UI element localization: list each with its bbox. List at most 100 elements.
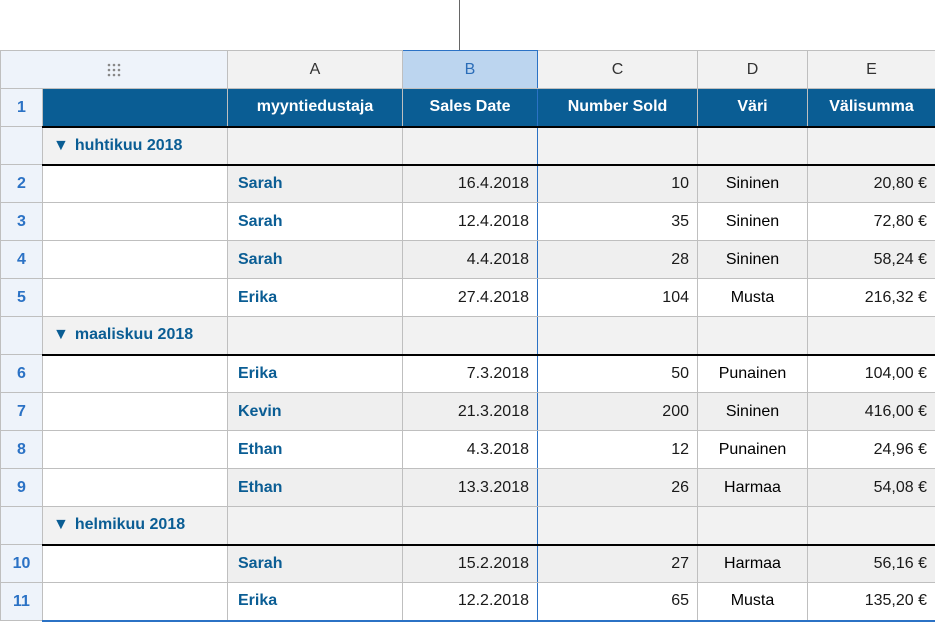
row-header[interactable]: 5 [1, 279, 43, 317]
cell-rep[interactable]: Erika [228, 583, 403, 621]
cell-date[interactable]: 27.4.2018 [403, 279, 538, 317]
cell-color[interactable]: Sininen [698, 203, 808, 241]
disclosure-triangle-icon[interactable]: ▼ [53, 516, 69, 534]
row-header[interactable]: 6 [1, 355, 43, 393]
row-label-blank [43, 431, 228, 469]
cell-sold[interactable]: 104 [538, 279, 698, 317]
row-header-blank[interactable] [1, 127, 43, 165]
group-cell [808, 317, 935, 355]
cell-sold[interactable]: 200 [538, 393, 698, 431]
cell-color[interactable]: Musta [698, 279, 808, 317]
cell-sold[interactable]: 65 [538, 583, 698, 621]
cell-subtotal[interactable]: 24,96 € [808, 431, 935, 469]
group-label[interactable]: ▼maaliskuu 2018 [43, 317, 228, 355]
cell-sold[interactable]: 50 [538, 355, 698, 393]
cell-sold[interactable]: 27 [538, 545, 698, 583]
cell-subtotal[interactable]: 20,80 € [808, 165, 935, 203]
cell-rep[interactable]: Kevin [228, 393, 403, 431]
group-row[interactable]: ▼maaliskuu 2018 [1, 317, 935, 355]
row-header[interactable]: 10 [1, 545, 43, 583]
col-header-B[interactable]: B [403, 51, 538, 89]
group-label[interactable]: ▼huhtikuu 2018 [43, 127, 228, 165]
table-row[interactable]: 5 Erika27.4.2018104Musta216,32 € [1, 279, 935, 317]
row-header-blank[interactable] [1, 317, 43, 355]
row-header[interactable]: 4 [1, 241, 43, 279]
cell-subtotal[interactable]: 216,32 € [808, 279, 935, 317]
table-row[interactable]: 3 Sarah12.4.201835Sininen72,80 € [1, 203, 935, 241]
cell-subtotal[interactable]: 104,00 € [808, 355, 935, 393]
cell-rep[interactable]: Sarah [228, 241, 403, 279]
cell-color[interactable]: Musta [698, 583, 808, 621]
cell-sold[interactable]: 28 [538, 241, 698, 279]
col-header-A[interactable]: A [228, 51, 403, 89]
table-row[interactable]: 8 Ethan4.3.201812Punainen24,96 € [1, 431, 935, 469]
cell-subtotal[interactable]: 416,00 € [808, 393, 935, 431]
cell-rep[interactable]: Erika [228, 355, 403, 393]
table-row[interactable]: 6 Erika7.3.201850Punainen104,00 € [1, 355, 935, 393]
cell-rep[interactable]: Erika [228, 279, 403, 317]
cell-sold[interactable]: 10 [538, 165, 698, 203]
cell-subtotal[interactable]: 72,80 € [808, 203, 935, 241]
group-label[interactable]: ▼ helmikuu 2018 [43, 507, 228, 545]
cell-rep[interactable]: Sarah [228, 165, 403, 203]
table-row[interactable]: 7 Kevin21.3.2018200Sininen416,00 € [1, 393, 935, 431]
cell-date[interactable]: 7.3.2018 [403, 355, 538, 393]
row-header[interactable]: 9 [1, 469, 43, 507]
col-header-E[interactable]: E [808, 51, 935, 89]
group-row[interactable]: ▼huhtikuu 2018 [1, 127, 935, 165]
cell-date[interactable]: 15.2.2018 [403, 545, 538, 583]
row-header[interactable]: 3 [1, 203, 43, 241]
cell-color[interactable]: Harmaa [698, 469, 808, 507]
cell-color[interactable]: Punainen [698, 355, 808, 393]
cell-subtotal[interactable]: 135,20 € [808, 583, 935, 621]
cell-color[interactable]: Sininen [698, 393, 808, 431]
table-row[interactable]: 4 Sarah4.4.201828Sininen58,24 € [1, 241, 935, 279]
cell-rep[interactable]: Ethan [228, 431, 403, 469]
cell-sold[interactable]: 35 [538, 203, 698, 241]
cell-rep[interactable]: Sarah [228, 203, 403, 241]
cell-date[interactable]: 16.4.2018 [403, 165, 538, 203]
cell-date[interactable]: 12.4.2018 [403, 203, 538, 241]
table-row[interactable]: 2 Sarah16.4.201810Sininen20,80 € [1, 165, 935, 203]
row-header[interactable]: 2 [1, 165, 43, 203]
row-header-blank[interactable] [1, 507, 43, 545]
group-cell [228, 507, 403, 545]
group-label-text: helmikuu 2018 [75, 516, 185, 533]
row-label-blank [43, 469, 228, 507]
table-row[interactable]: 10 Sarah15.2.201827Harmaa56,16 € [1, 545, 935, 583]
cell-color[interactable]: Harmaa [698, 545, 808, 583]
disclosure-triangle-icon[interactable]: ▼ [53, 137, 69, 155]
col-header-D[interactable]: D [698, 51, 808, 89]
cell-date[interactable]: 4.4.2018 [403, 241, 538, 279]
disclosure-triangle-icon[interactable]: ▼ [53, 326, 69, 344]
cell-date[interactable]: 12.2.2018 [403, 583, 538, 621]
cell-subtotal[interactable]: 54,08 € [808, 469, 935, 507]
group-row[interactable]: ▼ helmikuu 2018 [1, 507, 935, 545]
cell-sold[interactable]: 26 [538, 469, 698, 507]
cell-date[interactable]: 4.3.2018 [403, 431, 538, 469]
cell-date[interactable]: 13.3.2018 [403, 469, 538, 507]
row-header[interactable]: 7 [1, 393, 43, 431]
row-header[interactable]: 8 [1, 431, 43, 469]
group-cell [808, 127, 935, 165]
cell-color[interactable]: Sininen [698, 241, 808, 279]
cell-rep[interactable]: Ethan [228, 469, 403, 507]
cell-subtotal[interactable]: 58,24 € [808, 241, 935, 279]
group-cell [228, 317, 403, 355]
row-header[interactable]: 11 [1, 583, 43, 621]
cell-sold[interactable]: 12 [538, 431, 698, 469]
table-row[interactable]: 9 Ethan13.3.201826Harmaa54,08 € [1, 469, 935, 507]
table-corner[interactable] [1, 51, 228, 89]
cell-date[interactable]: 21.3.2018 [403, 393, 538, 431]
cell-rep[interactable]: Sarah [228, 545, 403, 583]
table-row[interactable]: 11 Erika12.2.201865Musta135,20 € [1, 583, 935, 621]
cell-subtotal[interactable]: 56,16 € [808, 545, 935, 583]
row-label-blank [43, 545, 228, 583]
cell-color[interactable]: Punainen [698, 431, 808, 469]
callout-line [459, 0, 460, 50]
cell-color[interactable]: Sininen [698, 165, 808, 203]
row-header-1[interactable]: 1 [1, 89, 43, 127]
row-label-blank [43, 241, 228, 279]
col-header-C[interactable]: C [538, 51, 698, 89]
group-cell [698, 127, 808, 165]
